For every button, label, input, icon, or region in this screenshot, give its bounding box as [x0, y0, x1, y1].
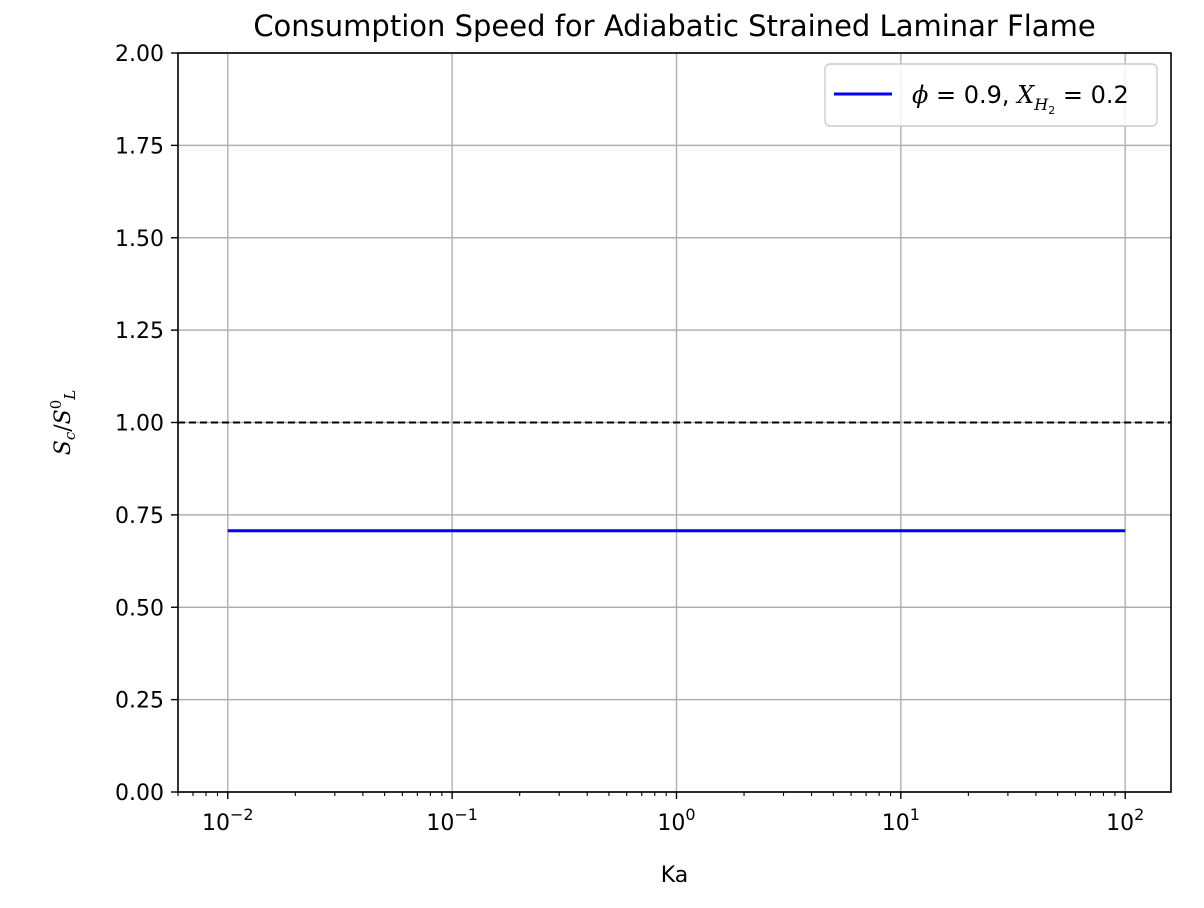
y-ticks: 0.00 0.25 0.50 0.75 1.00 1.25 1.50 1.75 2.00 [115, 42, 178, 806]
y-tick-label: 0.50 [115, 596, 164, 621]
x-tick-label: 100 [657, 805, 695, 836]
x-minor-ticks [177, 792, 1116, 796]
legend-entry: ϕ = 0.9, XH2 = 0.2 [912, 81, 1129, 117]
y-tick-label: 1.25 [115, 319, 164, 344]
y-tick-label: 2.00 [115, 42, 164, 67]
x-tick-label: 102 [1106, 805, 1144, 836]
x-ticks: 10−2 10−1 100 101 102 [202, 792, 1144, 836]
y-tick-label: 1.50 [115, 227, 164, 252]
svg-text:Sc/S0L: Sc/S0L [47, 390, 79, 456]
y-tick-label: 0.00 [115, 781, 164, 806]
x-tick-label: 10−1 [426, 805, 478, 836]
legend: ϕ = 0.9, XH2 = 0.2 [824, 63, 1158, 127]
y-tick-label: 1.00 [115, 412, 164, 437]
x-axis-label: Ka [661, 863, 689, 888]
y-tick-label: 0.75 [115, 504, 164, 529]
chart-title: Consumption Speed for Adiabatic Strained… [253, 9, 1095, 43]
y-axis-label: Sc/S0L [47, 390, 79, 456]
legend-box [824, 63, 1158, 127]
x-tick-label: 101 [882, 805, 920, 836]
y-tick-label: 0.25 [115, 689, 164, 714]
y-tick-label: 1.75 [115, 134, 164, 159]
x-tick-label: 10−2 [202, 805, 254, 836]
